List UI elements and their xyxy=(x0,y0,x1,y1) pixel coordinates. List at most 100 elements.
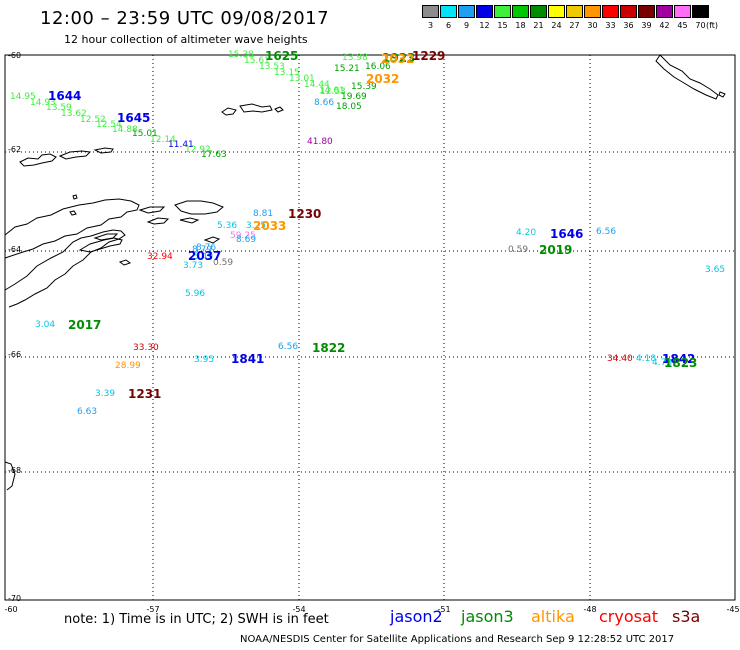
page-title: 12:00 – 23:59 UTC 09/08/2017 xyxy=(40,8,330,29)
wave-height-value: 13.15 xyxy=(274,68,300,78)
colorbar-label: 42 xyxy=(659,21,670,30)
map-frame xyxy=(4,54,736,601)
grid-lines xyxy=(5,55,735,600)
colorbar-unit: (ft) xyxy=(706,21,719,30)
wave-height-value: 6.56 xyxy=(278,342,299,352)
pass-time-label: 1823 xyxy=(664,356,698,370)
wave-height-value: 14.01 xyxy=(319,86,345,96)
longitude-label: -54 xyxy=(292,605,306,614)
colorbar-label: 21 xyxy=(533,21,544,30)
colorbar-label: 15 xyxy=(497,21,508,30)
coastlines xyxy=(4,54,726,491)
wave-height-value: 14.93 xyxy=(30,98,56,108)
wave-height-value: 5.49 xyxy=(193,252,214,262)
satellite-label-cryosat: cryosat xyxy=(599,607,659,626)
latitude-label: -68 xyxy=(8,466,22,475)
page-subtitle: 12 hour collection of altimeter wave hei… xyxy=(64,33,308,46)
pass-time-label: 2017 xyxy=(68,318,102,332)
wave-height-value: 15.38 xyxy=(228,50,254,60)
pass-time-label: 1231 xyxy=(128,387,162,401)
longitude-label: -48 xyxy=(583,605,597,614)
wave-height-value: 3.39 xyxy=(95,389,116,399)
wave-height-value: 12.54 xyxy=(96,120,122,130)
colorbar-swatch xyxy=(656,5,673,18)
wave-height-value: 59.25 xyxy=(230,231,256,241)
colorbar-swatch xyxy=(422,5,439,18)
satellite-label-jason2: jason2 xyxy=(390,607,443,626)
colorbar-label: 9 xyxy=(463,21,470,30)
satellite-label-jason3: jason3 xyxy=(461,607,514,626)
longitude-label: -57 xyxy=(146,605,160,614)
colorbar-swatch xyxy=(458,5,475,18)
wave-height-value: 13.62 xyxy=(61,109,87,119)
colorbar-label: 12 xyxy=(479,21,490,30)
wave-height-value: 19.69 xyxy=(341,92,367,102)
pass-time-label: 1841 xyxy=(231,352,265,366)
pass-time-label: 1842 xyxy=(662,352,696,366)
wave-height-value: 4.18 xyxy=(636,354,657,364)
wave-height-value: 14.44 xyxy=(304,80,330,90)
colorbar-swatch xyxy=(602,5,619,18)
wave-height-value: 6.56 xyxy=(596,227,617,237)
wave-height-value: 5.96 xyxy=(185,289,206,299)
wave-height-value: 12.92 xyxy=(185,145,211,155)
wave-height-value: 12.52 xyxy=(80,115,106,125)
colorbar-swatch xyxy=(548,5,565,18)
wave-height-value: 0.59 xyxy=(213,258,234,268)
wave-height-value: 16.06 xyxy=(365,62,391,72)
colorbar-label: 6 xyxy=(445,21,452,30)
wave-height-value: 8.79 xyxy=(192,245,213,255)
wave-height-value: 8.66 xyxy=(314,98,335,108)
credit-line: NOAA/NESDIS Center for Satellite Applica… xyxy=(240,634,675,645)
colorbar-swatch xyxy=(476,5,493,18)
colorbar-swatch xyxy=(512,5,529,18)
latitude-label: -60 xyxy=(8,51,22,60)
pass-time-label: 2032 xyxy=(366,72,400,86)
pass-time-label: 1625 xyxy=(265,49,299,63)
wave-height-value: 4.73 xyxy=(652,358,673,368)
wave-height-value: 14.88 xyxy=(112,125,138,135)
colorbar-swatch xyxy=(494,5,511,18)
wave-height-value: 41.80 xyxy=(307,137,333,147)
wave-height-value: 4.20 xyxy=(516,228,537,238)
pass-time-label: 1645 xyxy=(117,111,151,125)
pass-time-label: 1644 xyxy=(48,89,82,103)
wave-height-value: 13.59 xyxy=(46,103,72,113)
wave-height-value: 3.95 xyxy=(194,355,215,365)
wave-height-value: 12.14 xyxy=(150,135,176,145)
colorbar-swatch xyxy=(584,5,601,18)
pass-time-label: 2019 xyxy=(539,243,573,257)
wave-height-value: 11.41 xyxy=(168,140,194,150)
wave-height-value: 15.39 xyxy=(351,82,377,92)
footnote: note: 1) Time is in UTC; 2) SWH is in fe… xyxy=(64,612,329,627)
colorbar-label: 39 xyxy=(641,21,652,30)
satellite-label-s3a: s3a xyxy=(672,607,701,626)
latitude-label: -64 xyxy=(8,245,22,254)
colorbar-label: 18 xyxy=(515,21,526,30)
wave-height-value: 8.69 xyxy=(236,235,257,245)
wave-height-value: 6.63 xyxy=(77,407,98,417)
wave-height-value: 13.53 xyxy=(259,62,285,72)
longitude-label: -51 xyxy=(437,605,451,614)
wave-height-value: 13.01 xyxy=(289,74,315,84)
wave-height-value: 3.73 xyxy=(183,261,204,271)
colorbar-label: 36 xyxy=(623,21,634,30)
colorbar-swatch xyxy=(674,5,691,18)
pass-time-label: 1229 xyxy=(412,49,446,63)
colorbar-label: 45 xyxy=(677,21,688,30)
colorbar-label: 24 xyxy=(551,21,562,30)
wave-height-value: 3.65 xyxy=(705,265,726,275)
colorbar-label: 33 xyxy=(605,21,616,30)
colorbar-swatch xyxy=(530,5,547,18)
colorbar-swatch xyxy=(566,5,583,18)
pass-time-label: 1230 xyxy=(288,207,322,221)
pass-time-label: 1822 xyxy=(312,341,346,355)
satellite-label-altika: altika xyxy=(531,607,575,626)
colorbar-label: 27 xyxy=(569,21,580,30)
pass-time-label: 1923 xyxy=(382,51,416,65)
wave-height-value: 15.61 xyxy=(244,56,270,66)
colorbar-swatch xyxy=(692,5,709,18)
wave-height-value: 12.53 xyxy=(320,87,346,97)
wave-height-value: 15.21 xyxy=(334,64,360,74)
